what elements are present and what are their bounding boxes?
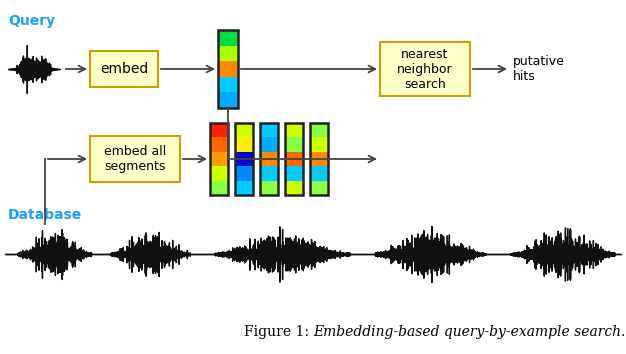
Bar xyxy=(285,123,303,195)
Bar xyxy=(218,46,238,61)
Bar xyxy=(310,123,328,137)
Bar xyxy=(260,123,278,195)
Bar xyxy=(235,123,253,195)
Text: Database: Database xyxy=(8,208,82,222)
Bar xyxy=(235,137,253,152)
Bar xyxy=(210,123,228,195)
Bar xyxy=(310,181,328,195)
Bar xyxy=(210,152,228,166)
Bar xyxy=(260,123,278,137)
Text: embed all
segments: embed all segments xyxy=(104,145,166,173)
Bar xyxy=(235,152,253,166)
Bar xyxy=(260,152,278,166)
Text: nearest
neighbor
search: nearest neighbor search xyxy=(397,47,453,91)
Bar xyxy=(235,166,253,181)
Bar xyxy=(285,181,303,195)
Bar xyxy=(218,30,238,46)
Bar xyxy=(218,92,238,108)
Bar xyxy=(310,137,328,152)
Bar xyxy=(210,166,228,181)
Bar xyxy=(310,152,328,166)
Bar xyxy=(310,166,328,181)
Bar xyxy=(285,166,303,181)
Bar xyxy=(210,123,228,137)
Text: Embedding-based query-by-example search.: Embedding-based query-by-example search. xyxy=(313,325,625,339)
FancyBboxPatch shape xyxy=(90,51,158,87)
Bar xyxy=(210,181,228,195)
Bar xyxy=(218,30,238,108)
Bar xyxy=(285,152,303,166)
FancyBboxPatch shape xyxy=(90,136,180,182)
Bar xyxy=(235,123,253,137)
Bar xyxy=(210,137,228,152)
Bar xyxy=(235,181,253,195)
Text: Figure 1:: Figure 1: xyxy=(244,325,313,339)
Bar xyxy=(310,123,328,195)
Text: embed: embed xyxy=(100,62,148,76)
Bar xyxy=(260,166,278,181)
FancyBboxPatch shape xyxy=(380,42,470,96)
Bar xyxy=(260,137,278,152)
Bar xyxy=(218,77,238,92)
Bar xyxy=(218,61,238,77)
Text: Query: Query xyxy=(8,14,55,28)
Bar xyxy=(260,181,278,195)
Text: putative
hits: putative hits xyxy=(513,55,565,83)
Bar xyxy=(285,137,303,152)
Bar xyxy=(285,123,303,137)
